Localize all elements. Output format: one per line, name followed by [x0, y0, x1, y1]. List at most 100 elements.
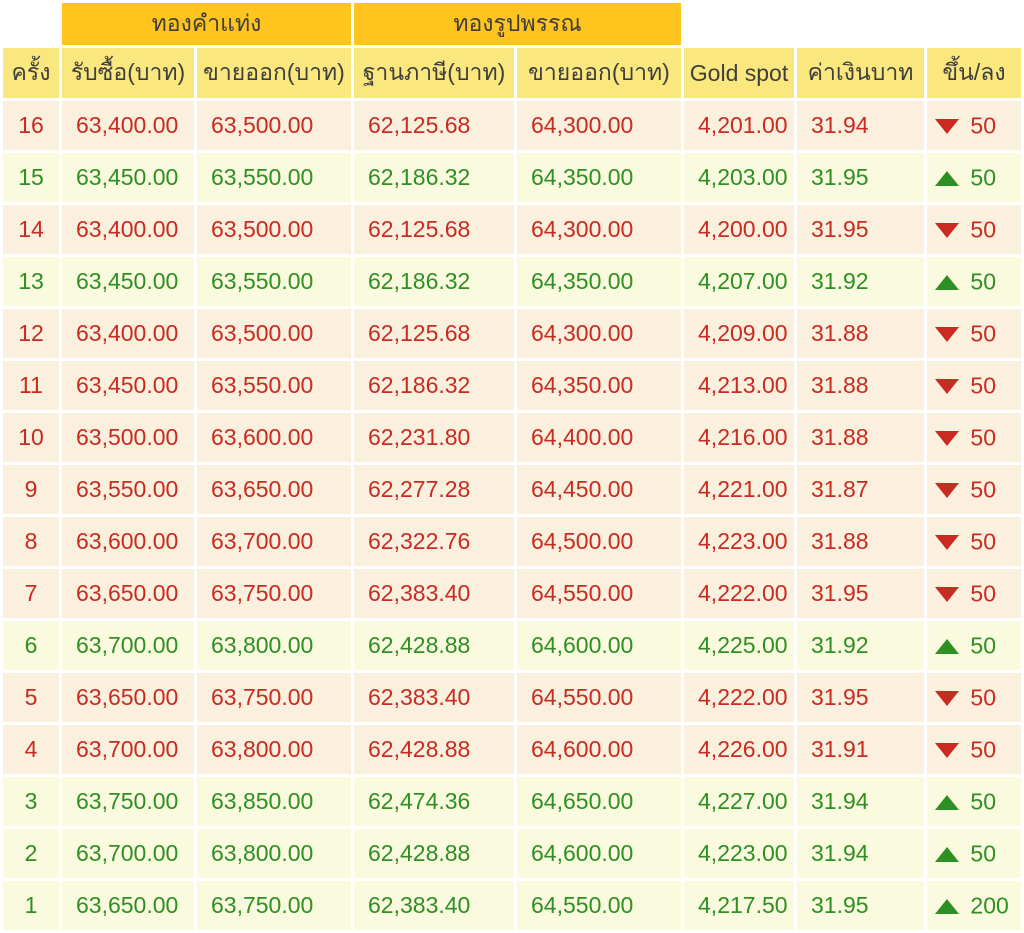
cell-baht-rate: 31.94 — [797, 829, 925, 878]
down-arrow-icon — [935, 586, 960, 602]
cell-ornament-sell: 64,600.00 — [517, 725, 682, 774]
cell-bar-buy: 63,750.00 — [62, 777, 194, 826]
cell-change: 200 — [927, 881, 1022, 930]
cell-ornament-sell: 64,650.00 — [517, 777, 682, 826]
cell-round-number: 2 — [3, 829, 59, 878]
cell-gold-spot: 4,226.00 — [684, 725, 795, 774]
cell-ornament-sell: 64,300.00 — [517, 205, 682, 254]
cell-ornament-sell: 64,600.00 — [517, 621, 682, 670]
up-arrow-icon — [935, 274, 960, 290]
cell-change: 50 — [927, 361, 1022, 410]
down-arrow-icon — [935, 482, 960, 498]
cell-bar-sell: 63,800.00 — [197, 621, 352, 670]
cell-change: 50 — [927, 309, 1022, 358]
cell-tax-base: 62,383.40 — [354, 673, 515, 722]
table-row: 6 63,700.00 63,800.00 62,428.88 64,600.0… — [3, 621, 1022, 670]
table-row: 8 63,600.00 63,700.00 62,322.76 64,500.0… — [3, 517, 1022, 566]
change-value: 50 — [970, 112, 996, 139]
cell-bar-buy: 63,600.00 — [62, 517, 194, 566]
cell-tax-base: 62,322.76 — [354, 517, 515, 566]
cell-baht-rate: 31.88 — [797, 517, 925, 566]
group-header-gold-bar: ทองคำแท่ง — [62, 3, 352, 45]
cell-change: 50 — [927, 569, 1022, 618]
cell-bar-buy: 63,450.00 — [62, 257, 194, 306]
column-header-ornament-sell: ขายออก(บาท) — [517, 48, 682, 98]
up-arrow-icon — [935, 846, 960, 862]
column-header-bar-sell: ขายออก(บาท) — [197, 48, 352, 98]
cell-change: 50 — [927, 153, 1022, 202]
cell-tax-base: 62,125.68 — [354, 205, 515, 254]
cell-bar-buy: 63,650.00 — [62, 881, 194, 930]
column-header-round: ครั้ง — [3, 48, 59, 98]
cell-bar-buy: 63,650.00 — [62, 673, 194, 722]
column-header-tax-base: ฐานภาษี(บาท) — [354, 48, 515, 98]
down-arrow-icon — [935, 534, 960, 550]
cell-bar-sell: 63,500.00 — [197, 309, 352, 358]
cell-bar-sell: 63,800.00 — [197, 829, 352, 878]
table-row: 9 63,550.00 63,650.00 62,277.28 64,450.0… — [3, 465, 1022, 514]
cell-bar-sell: 63,500.00 — [197, 101, 352, 150]
cell-tax-base: 62,125.68 — [354, 101, 515, 150]
cell-ornament-sell: 64,550.00 — [517, 881, 682, 930]
cell-bar-sell: 63,500.00 — [197, 205, 352, 254]
cell-bar-sell: 63,550.00 — [197, 153, 352, 202]
cell-change: 50 — [927, 465, 1022, 514]
up-arrow-icon — [935, 638, 960, 654]
cell-round-number: 6 — [3, 621, 59, 670]
cell-bar-buy: 63,700.00 — [62, 725, 194, 774]
cell-bar-sell: 63,550.00 — [197, 361, 352, 410]
cell-baht-rate: 31.92 — [797, 257, 925, 306]
cell-baht-rate: 31.95 — [797, 673, 925, 722]
cell-round-number: 8 — [3, 517, 59, 566]
cell-gold-spot: 4,222.00 — [684, 569, 795, 618]
cell-ornament-sell: 64,300.00 — [517, 309, 682, 358]
down-arrow-icon — [935, 326, 960, 342]
cell-bar-sell: 63,800.00 — [197, 725, 352, 774]
column-header-up-down: ขึ้น/ลง — [927, 48, 1022, 98]
table-row: 16 63,400.00 63,500.00 62,125.68 64,300.… — [3, 101, 1022, 150]
cell-tax-base: 62,186.32 — [354, 361, 515, 410]
cell-ornament-sell: 64,350.00 — [517, 257, 682, 306]
change-value: 50 — [970, 164, 996, 191]
cell-bar-buy: 63,400.00 — [62, 205, 194, 254]
cell-gold-spot: 4,201.00 — [684, 101, 795, 150]
change-value: 50 — [970, 372, 996, 399]
change-value: 50 — [970, 580, 996, 607]
cell-bar-sell: 63,550.00 — [197, 257, 352, 306]
cell-round-number: 13 — [3, 257, 59, 306]
table-row: 12 63,400.00 63,500.00 62,125.68 64,300.… — [3, 309, 1022, 358]
cell-baht-rate: 31.95 — [797, 153, 925, 202]
cell-tax-base: 62,383.40 — [354, 881, 515, 930]
up-arrow-icon — [935, 898, 960, 914]
cell-baht-rate: 31.88 — [797, 413, 925, 462]
cell-tax-base: 62,428.88 — [354, 829, 515, 878]
cell-bar-buy: 63,650.00 — [62, 569, 194, 618]
cell-round-number: 10 — [3, 413, 59, 462]
cell-gold-spot: 4,222.00 — [684, 673, 795, 722]
cell-bar-buy: 63,400.00 — [62, 101, 194, 150]
cell-ornament-sell: 64,350.00 — [517, 153, 682, 202]
cell-gold-spot: 4,213.00 — [684, 361, 795, 410]
down-arrow-icon — [935, 742, 960, 758]
cell-baht-rate: 31.95 — [797, 569, 925, 618]
cell-ornament-sell: 64,300.00 — [517, 101, 682, 150]
table-row: 5 63,650.00 63,750.00 62,383.40 64,550.0… — [3, 673, 1022, 722]
cell-change: 50 — [927, 101, 1022, 150]
cell-bar-buy: 63,400.00 — [62, 309, 194, 358]
change-value: 50 — [970, 320, 996, 347]
cell-round-number: 1 — [3, 881, 59, 930]
cell-bar-sell: 63,750.00 — [197, 881, 352, 930]
cell-change: 50 — [927, 829, 1022, 878]
change-value: 50 — [970, 840, 996, 867]
cell-gold-spot: 4,217.50 — [684, 881, 795, 930]
cell-tax-base: 62,125.68 — [354, 309, 515, 358]
change-value: 50 — [970, 216, 996, 243]
cell-baht-rate: 31.91 — [797, 725, 925, 774]
cell-ornament-sell: 64,600.00 — [517, 829, 682, 878]
change-value: 50 — [970, 684, 996, 711]
cell-round-number: 12 — [3, 309, 59, 358]
cell-bar-buy: 63,500.00 — [62, 413, 194, 462]
cell-ornament-sell: 64,400.00 — [517, 413, 682, 462]
cell-change: 50 — [927, 725, 1022, 774]
